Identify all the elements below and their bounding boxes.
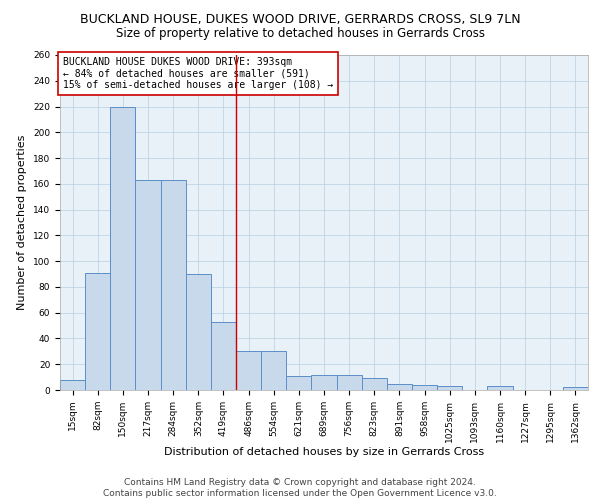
Bar — [412, 385, 437, 390]
Bar — [286, 376, 311, 390]
Bar — [563, 388, 588, 390]
Bar — [186, 274, 211, 390]
Bar — [136, 180, 161, 390]
Y-axis label: Number of detached properties: Number of detached properties — [17, 135, 28, 310]
Bar — [337, 374, 362, 390]
Bar — [211, 322, 236, 390]
Bar — [311, 374, 337, 390]
Bar — [110, 106, 136, 390]
Bar — [85, 273, 110, 390]
Bar — [437, 386, 462, 390]
Bar — [261, 352, 286, 390]
Bar — [60, 380, 85, 390]
Text: BUCKLAND HOUSE, DUKES WOOD DRIVE, GERRARDS CROSS, SL9 7LN: BUCKLAND HOUSE, DUKES WOOD DRIVE, GERRAR… — [80, 12, 520, 26]
Bar — [236, 352, 261, 390]
Bar — [487, 386, 512, 390]
X-axis label: Distribution of detached houses by size in Gerrards Cross: Distribution of detached houses by size … — [164, 448, 484, 458]
Bar — [387, 384, 412, 390]
Text: Size of property relative to detached houses in Gerrards Cross: Size of property relative to detached ho… — [115, 28, 485, 40]
Bar — [161, 180, 186, 390]
Text: BUCKLAND HOUSE DUKES WOOD DRIVE: 393sqm
← 84% of detached houses are smaller (59: BUCKLAND HOUSE DUKES WOOD DRIVE: 393sqm … — [62, 56, 333, 90]
Text: Contains HM Land Registry data © Crown copyright and database right 2024.
Contai: Contains HM Land Registry data © Crown c… — [103, 478, 497, 498]
Bar — [362, 378, 387, 390]
